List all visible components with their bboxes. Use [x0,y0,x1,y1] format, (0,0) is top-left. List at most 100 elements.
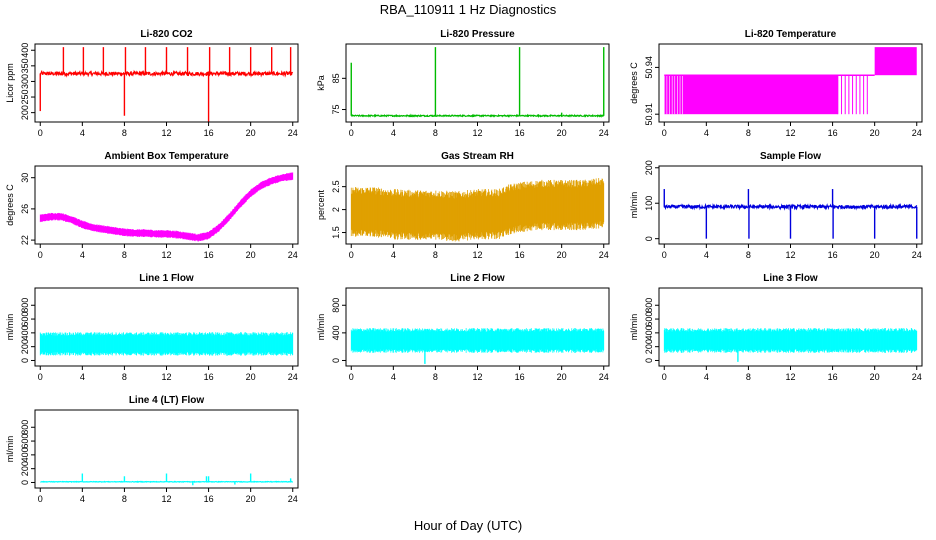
panel-title: Li-820 Temperature [745,29,837,40]
x-tick-label: 12 [472,372,482,382]
series-mark [350,328,605,364]
y-axis-label: ml/min [629,314,639,341]
x-tick-label: 4 [80,494,85,504]
panel-title: Li-820 CO2 [140,29,193,40]
x-tick-label: 8 [433,128,438,138]
y-tick-label: 400 [20,325,30,340]
y-tick-label: 30 [20,173,30,183]
y-tick-label: 800 [20,420,30,435]
y-tick-label: 400 [20,43,30,58]
x-tick-label: 20 [246,250,256,260]
x-tick-label: 0 [662,128,667,138]
y-tick-label: 300 [20,74,30,89]
x-tick-label: 12 [472,128,482,138]
panel-title: Sample Flow [760,151,821,162]
y-tick-label: 200 [20,461,30,476]
x-tick-label: 24 [912,372,922,382]
y-axis-label: percent [316,189,326,220]
x-tick-label: 20 [246,128,256,138]
y-tick-label: 0 [20,480,30,485]
x-tick-label: 16 [204,128,214,138]
x-tick-label: 0 [349,250,354,260]
x-tick-label: 24 [288,250,298,260]
x-axis-title: Hour of Day (UTC) [413,518,523,533]
x-tick-label: 12 [785,128,795,138]
x-tick-label: 4 [704,128,709,138]
panel-title: Line 4 (LT) Flow [129,395,205,406]
y-tick-label: 85 [331,73,341,83]
series-mark [39,332,294,356]
x-tick-label: 20 [870,250,880,260]
y-tick-label: 0 [644,358,654,363]
x-tick-label: 16 [515,372,525,382]
x-tick-label: 24 [599,372,609,382]
x-tick-label: 12 [161,128,171,138]
y-tick-label: 2.5 [331,180,341,193]
y-tick-label: 2 [331,207,341,212]
x-tick-label: 0 [662,250,667,260]
x-tick-label: 16 [828,372,838,382]
x-tick-label: 20 [246,372,256,382]
panel-4: Gas Stream RH 0 4 8 12 16 20 24 1.5 2 2.5 percent [316,151,610,260]
plot-frame [345,287,610,367]
x-tick-label: 16 [204,250,214,260]
y-tick-label: 75 [331,105,341,115]
y-tick-label: 100 [644,196,654,211]
x-tick-label: 16 [204,494,214,504]
y-axis-label: degrees C [5,184,15,226]
y-tick-label: 600 [20,434,30,449]
y-axis-label: Licor ppm [5,63,15,103]
x-tick-label: 4 [80,128,85,138]
panel-5: Sample Flow 0 4 8 12 16 20 24 0 100 200 ml/min [629,151,923,260]
x-tick-label: 24 [912,250,922,260]
x-tick-label: 4 [391,250,396,260]
x-tick-label: 16 [515,128,525,138]
x-tick-label: 8 [122,128,127,138]
figure-title: RBA_110911 1 Hz Diagnostics [379,2,557,17]
x-tick-label: 12 [161,250,171,260]
x-tick-label: 20 [557,128,567,138]
band-mark [874,47,917,76]
y-tick-label: 0 [331,358,341,363]
y-tick-label: 200 [20,339,30,354]
panel-title: Gas Stream RH [441,151,514,162]
y-tick-label: 26 [20,204,30,214]
x-tick-label: 12 [161,372,171,382]
y-tick-label: 0 [644,236,654,241]
x-tick-label: 24 [288,128,298,138]
y-tick-label: 600 [644,312,654,327]
x-tick-label: 0 [38,494,43,504]
y-axis-label: ml/min [316,314,326,341]
x-tick-label: 0 [38,250,43,260]
panel-title: Line 2 Flow [450,273,505,284]
x-tick-label: 12 [785,250,795,260]
plot-frame [658,287,923,367]
x-tick-label: 8 [746,128,751,138]
x-tick-label: 0 [349,128,354,138]
series-line [350,113,605,118]
x-tick-label: 20 [870,372,880,382]
y-tick-label: 800 [331,298,341,313]
x-tick-label: 20 [557,372,567,382]
x-tick-label: 0 [349,372,354,382]
series-mark [663,47,917,115]
x-tick-label: 8 [433,372,438,382]
y-tick-label: 600 [20,312,30,327]
x-tick-label: 0 [662,372,667,382]
x-tick-label: 4 [391,128,396,138]
x-tick-label: 4 [391,372,396,382]
panel-2: Li-820 Temperature 0 4 8 12 16 20 24 50.91 50.94 d… [629,29,923,138]
x-tick-label: 0 [38,372,43,382]
series-mark [663,189,918,239]
y-tick-label: 22 [20,235,30,245]
x-tick-label: 16 [515,250,525,260]
y-tick-label: 400 [20,447,30,462]
y-tick-label: 250 [20,90,30,105]
x-tick-label: 8 [122,250,127,260]
x-tick-label: 0 [38,128,43,138]
series-mark [39,172,294,242]
series-mark [40,473,294,486]
x-tick-label: 12 [472,250,482,260]
